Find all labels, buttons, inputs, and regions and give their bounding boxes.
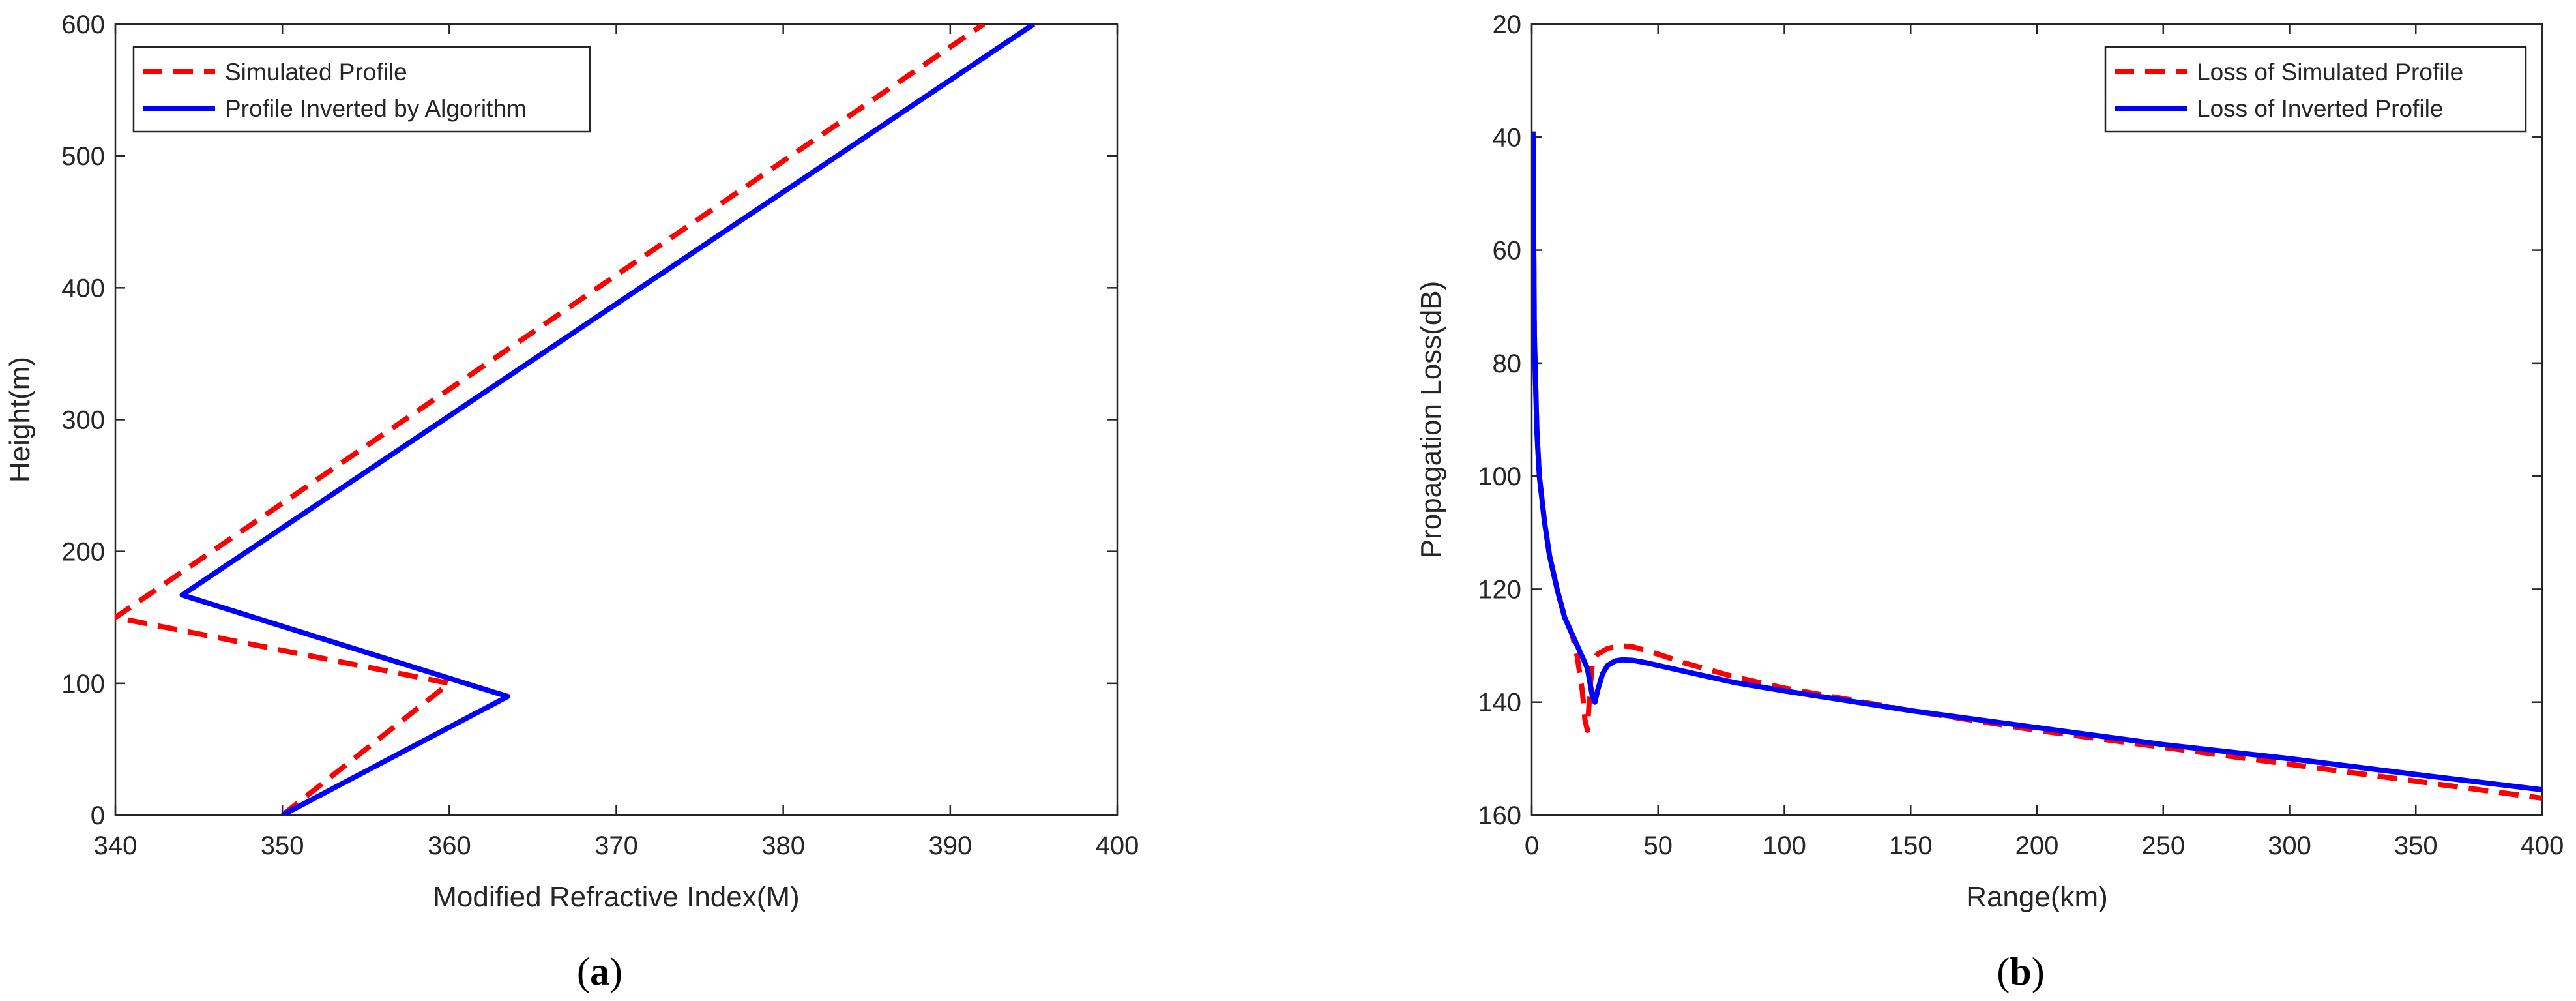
x-tick-label: 100 [1763,831,1806,860]
x-tick-label: 350 [261,831,304,860]
x-tick-label: 400 [1096,831,1139,860]
legend-box [2104,46,2527,133]
y-tick-label: 0 [91,801,105,830]
x-tick-label: 360 [428,831,471,860]
x-axis-label: Range(km) [1966,881,2108,913]
caption-open-paren: ( [1997,950,2010,993]
y-tick-label: 100 [1478,462,1521,491]
y-tick-label: 40 [1493,123,1522,152]
y-tick-label: 200 [61,538,105,567]
y-tick-label: 60 [1493,237,1522,265]
x-tick-label: 50 [1644,831,1673,860]
x-tick-label: 0 [1525,831,1539,860]
x-tick-label: 380 [761,831,805,860]
caption-close-paren: ) [2032,950,2045,993]
y-axis-label: Propagation Loss(dB) [1415,281,1447,559]
x-tick-label: 350 [2394,831,2438,860]
caption-close-paren: ) [609,950,622,993]
x-axis-label: Modified Refractive Index(M) [433,881,799,913]
series-line-profile-inverted-by-algorithm [179,24,1036,815]
x-tick-label: 150 [1889,831,1933,860]
legend-box [132,46,591,133]
legend: Loss of Simulated Profile Loss of Inverte… [2104,46,2527,133]
caption-open-paren: ( [577,950,590,993]
y-tick-label: 20 [1493,10,1522,39]
y-axis-label: Height(m) [4,357,36,483]
axes-box [1530,23,2543,816]
y-tick-label: 140 [1478,689,1521,717]
panel-caption: (b) [1997,950,2044,993]
x-tick-label: 300 [2268,831,2311,860]
x-tick-label: 370 [594,831,638,860]
y-tick-label: 500 [61,142,105,171]
x-tick-label: 340 [94,831,138,860]
series-line-simulated-profile [115,24,986,815]
y-tick-label: 600 [61,10,105,39]
x-tick-label: 200 [2015,831,2059,860]
axes-box [114,23,1119,816]
legend-entry-loss-of-inverted-profile: Loss of Inverted Profile [2197,95,2443,122]
y-tick-label: 120 [1478,575,1521,604]
panel-caption: (a) [577,950,622,993]
x-tick-label: 390 [928,831,972,860]
y-tick-label: 160 [1478,801,1521,830]
legend-entry-loss-of-simulated-profile: Loss of Simulated Profile [2197,59,2463,85]
panel-a-chart: 340 350 360 370 380 390 400 0 100 200 300 400 500 600… [4,10,1139,993]
legend-entry-profile-inverted-by-algorithm: Profile Inverted by Algorithm [225,95,527,122]
panel-b-chart: 0 50 100 150 200 250 300 350 400 20 40 60 80 100 120 14… [1415,10,2564,993]
y-tick-label: 400 [61,274,105,303]
caption-letter: a [590,950,609,993]
x-tick-label: 400 [2521,831,2564,860]
x-tick-label: 250 [2141,831,2185,860]
legend-entry-simulated-profile: Simulated Profile [225,59,407,85]
caption-letter: b [2010,950,2031,993]
series-line-loss-of-inverted-profile [1532,131,2542,792]
legend: Simulated Profile Profile Inverted by Alg… [132,46,591,133]
y-tick-label: 100 [61,670,105,698]
y-tick-label: 300 [61,406,105,435]
y-tick-label: 80 [1493,350,1522,378]
